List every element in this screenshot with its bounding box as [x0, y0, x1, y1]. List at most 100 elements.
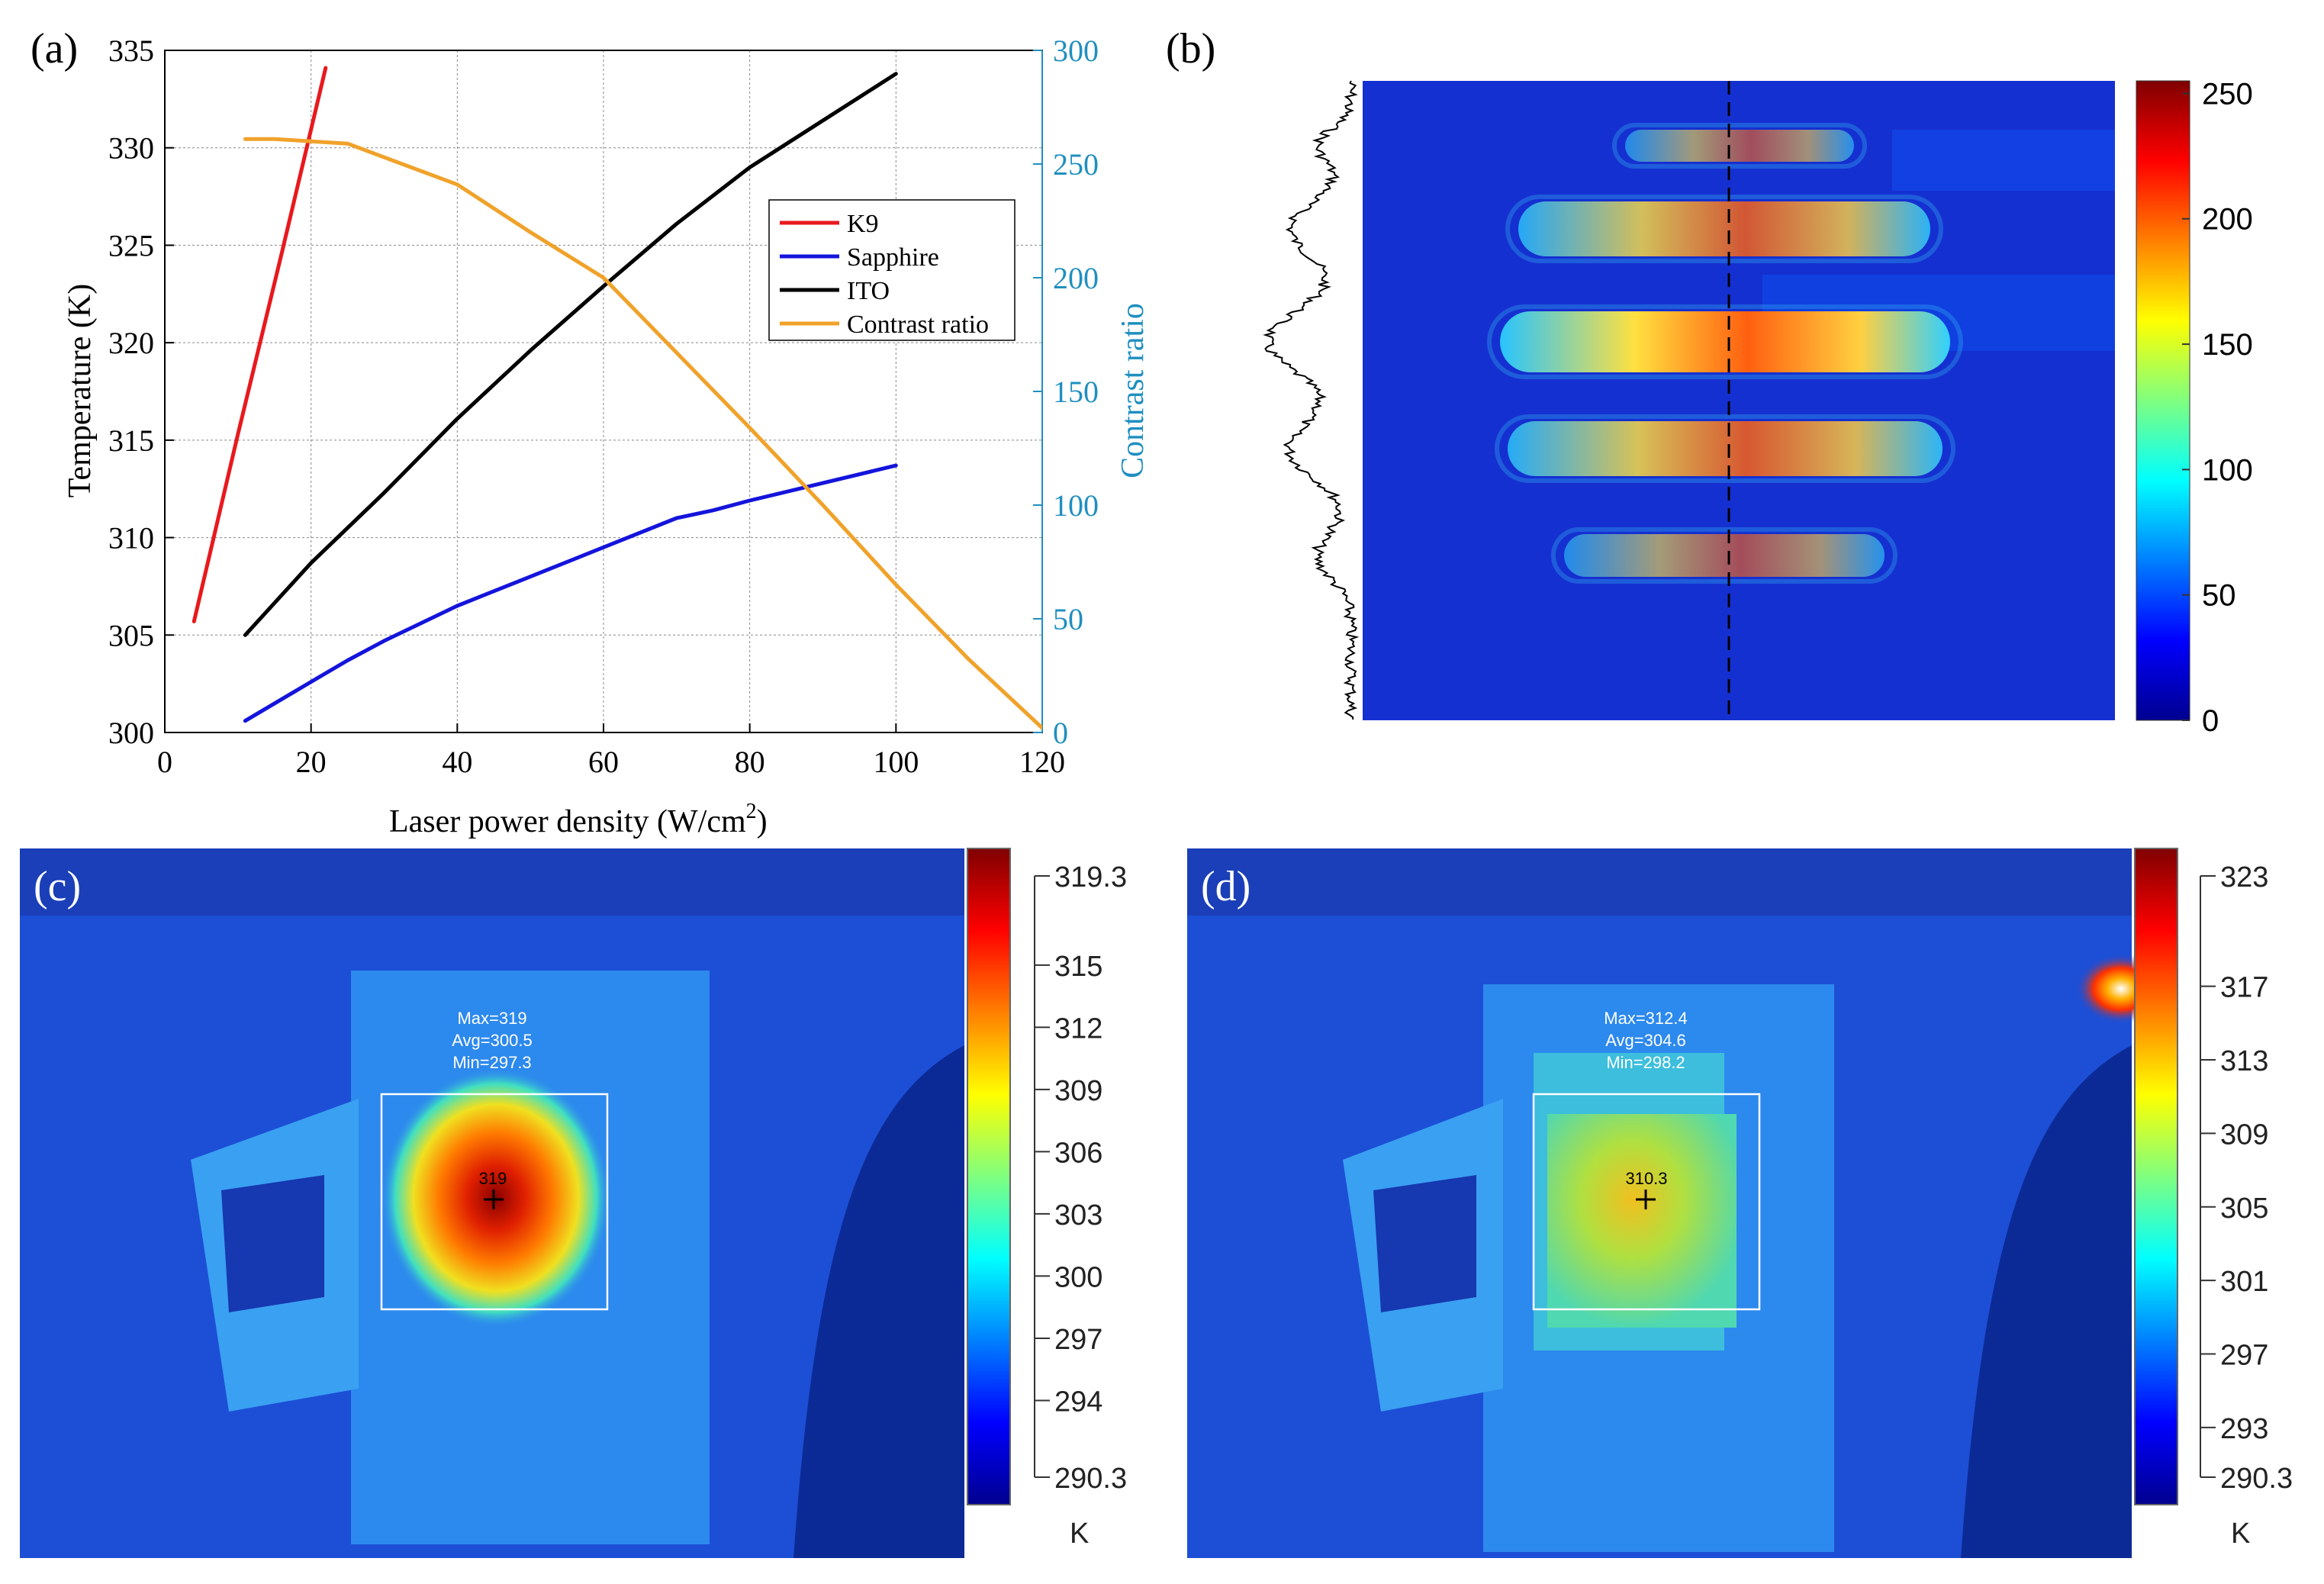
colorbar-tick-label: 100: [2202, 453, 2253, 487]
crosshair-icon: [1636, 1190, 1656, 1209]
fringe-band-4: [1508, 421, 1943, 476]
y-right-tick-label: 200: [1053, 261, 1099, 295]
scale-tick-label: 290.3: [2220, 1463, 2293, 1495]
series-line-sapphire: [243, 463, 898, 723]
spot-value: 310.3: [1625, 1169, 1667, 1188]
scale-bar: [2135, 848, 2178, 1505]
legend: K9 Sapphire ITO Contrast ratio: [768, 199, 1016, 341]
panel-b: (b) 0 50 100 150 200 250: [1166, 25, 2253, 738]
y-tick-label: 305: [108, 618, 154, 652]
colorbar-tick-label: 150: [2202, 328, 2253, 362]
panel-a: (a) 0 20 40 60 80 100 120 30030531031532032533…: [31, 25, 1151, 839]
unit-label: K: [1070, 1518, 1089, 1550]
y-tick-label: 310: [108, 521, 154, 555]
fringe-band-5: [1564, 534, 1885, 577]
y-tick-label: 315: [108, 423, 154, 458]
fringe-shadow-band: [1892, 130, 2115, 191]
y-right-tick-label: 150: [1053, 375, 1099, 409]
scale-tick-label: 303: [1054, 1199, 1102, 1231]
scale-tick-label: 309: [2220, 1119, 2268, 1151]
scale-tick-label: 301: [2220, 1266, 2268, 1298]
scale-tick-label: 306: [1054, 1137, 1102, 1169]
x-tick-label: 20: [296, 745, 327, 779]
legend-entries: K9 Sapphire ITO Contrast ratio: [780, 210, 989, 339]
x-tick-label: 100: [873, 745, 919, 779]
legend-label: Contrast ratio: [847, 311, 989, 339]
stats-max: Max=312.4: [1604, 1009, 1687, 1028]
panel-d: Max=312.4 Avg=304.6 Min=298.2 310.3 (d) …: [1187, 848, 2293, 1558]
scale-tick-label: 315: [1054, 951, 1102, 983]
panel-b-label: (b): [1166, 25, 1215, 72]
grid: [164, 50, 1043, 733]
x-ticks: 0 20 40 60 80 100 120: [157, 723, 1065, 779]
scale-tick-label: 293: [2220, 1413, 2268, 1445]
scale-tick-label: 309: [1054, 1075, 1102, 1107]
x-tick-label: 40: [442, 745, 472, 779]
x-tick-label: 0: [157, 745, 172, 779]
scale-tick-label: 300: [1054, 1261, 1102, 1293]
stats-min: Min=298.2: [1606, 1053, 1685, 1072]
unit-label: K: [2231, 1518, 2250, 1550]
x-tick-label: 120: [1019, 745, 1065, 779]
holder-window: [221, 1175, 324, 1312]
stats-avg: Avg=300.5: [452, 1031, 532, 1050]
scale-bar: [967, 848, 1010, 1505]
scale-tick-label: 323: [2220, 861, 2268, 893]
panel-c-label: (c): [34, 863, 81, 910]
scale-tick-label: 317: [2220, 972, 2268, 1004]
y-tick-label: 335: [108, 34, 154, 68]
legend-label: ITO: [847, 277, 890, 305]
series-line-contrast-ratio: [243, 137, 1042, 730]
colorbar-tick-label: 0: [2202, 704, 2219, 738]
colorbar-tick-label: 250: [2202, 77, 2253, 111]
fringe-band-1: [1625, 130, 1854, 162]
hot-spot: [381, 1068, 610, 1328]
x-axis-label: Laser power density (W/cm2): [389, 800, 768, 839]
fringe-halo: [1612, 123, 1867, 169]
y-right-tick-label: 0: [1053, 716, 1068, 750]
colorbar: [2136, 80, 2190, 721]
background-door-frame: [20, 848, 964, 916]
background-door-frame: [1187, 848, 2132, 916]
x-tick-label: 80: [735, 745, 765, 779]
curved-drum: [1961, 1045, 2132, 1558]
intensity-profile: [1263, 80, 1360, 720]
scale-ticks: 323 317 313 309 305 301 297 293 290.3: [2200, 861, 2293, 1495]
scale-tick-label: 294: [1054, 1386, 1102, 1418]
fringe-halo: [1505, 195, 1943, 263]
fringe-halo: [1487, 304, 1963, 379]
colorbar-tick-label: 200: [2202, 203, 2253, 237]
fringe-band-2: [1518, 201, 1930, 256]
y-tick-label: 330: [108, 131, 154, 166]
scale-ticks: 319.3 315 312 309 306 303 300 297 294 290.3: [1034, 861, 1127, 1495]
x-axis-label-close: ): [757, 804, 768, 839]
panel-d-label: (d): [1201, 863, 1251, 910]
fringe-halo: [1495, 414, 1955, 483]
stats-min: Min=297.3: [452, 1053, 531, 1072]
y-tick-label: 300: [108, 716, 154, 750]
fringe-bands: [1487, 123, 1963, 584]
y-ticks: 300 305 310 315 320 325 330 335: [108, 34, 174, 750]
crosshair-icon: [484, 1190, 504, 1209]
measurement-box: [1532, 1093, 1761, 1311]
curved-drum: [793, 1045, 964, 1558]
y-ticks-right: 0 50 100 150 200 250 300: [1033, 34, 1099, 750]
panel-c: Max=319 Avg=300.5 Min=297.3 319 (c) 319.…: [20, 848, 1127, 1558]
scale-tick-label: 297: [1054, 1324, 1102, 1356]
y-right-tick-label: 300: [1053, 34, 1099, 68]
y-right-tick-label: 250: [1053, 147, 1099, 182]
series-lines: [192, 66, 1042, 730]
measurement-box: [380, 1093, 609, 1311]
colorbar-tick-label: 50: [2202, 579, 2236, 613]
panel-a-label: (a): [31, 25, 78, 72]
scale-bar-frame: [967, 848, 1011, 1505]
series-line-ito: [243, 72, 898, 637]
stats-avg: Avg=304.6: [1605, 1031, 1685, 1050]
holder-window: [1373, 1175, 1476, 1312]
scale-bar-frame: [2134, 848, 2178, 1505]
scale-tick-label: 290.3: [1054, 1463, 1127, 1495]
spot-value: 319: [479, 1169, 507, 1188]
x-tick-label: 60: [588, 745, 619, 779]
colorbar-ticks: 0 50 100 150 200 250: [2182, 77, 2253, 738]
